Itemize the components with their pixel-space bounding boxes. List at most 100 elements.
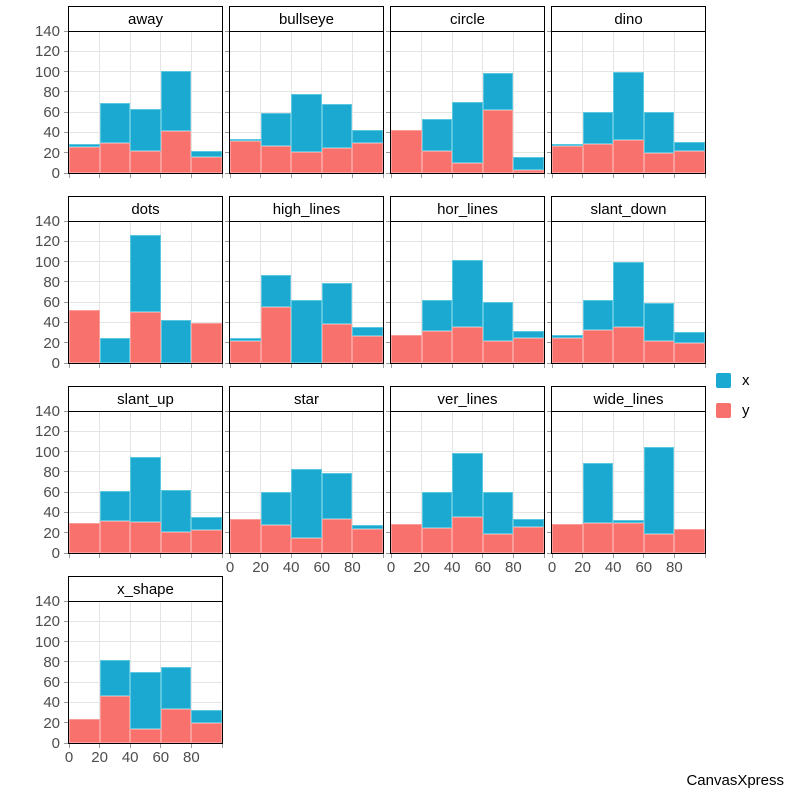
- bar-ver_lines-bin3-y[interactable]: [482, 533, 514, 553]
- bar-slant_down-bin3-y[interactable]: [643, 340, 675, 363]
- bar-dino-bin1-x[interactable]: [582, 112, 614, 144]
- legend-item-y[interactable]: y: [716, 402, 750, 419]
- bar-star-bin1-x[interactable]: [260, 492, 292, 525]
- bar-away-bin2-x[interactable]: [130, 109, 161, 151]
- bar-hor_lines-bin1-y[interactable]: [421, 330, 453, 363]
- bar-dino-bin2-x[interactable]: [613, 71, 644, 140]
- bar-circle-bin3-y[interactable]: [482, 110, 514, 173]
- bar-hor_lines-bin4-y[interactable]: [513, 337, 544, 363]
- bar-slant_down-bin2-x[interactable]: [613, 261, 644, 327]
- bar-wide_lines-bin1-y[interactable]: [582, 522, 614, 553]
- bar-dino-bin4-y[interactable]: [674, 150, 705, 173]
- bar-ver_lines-bin2-x[interactable]: [452, 452, 483, 517]
- bar-bullseye-bin1-x[interactable]: [260, 113, 292, 146]
- bar-slant_down-bin0-y[interactable]: [552, 337, 583, 363]
- bar-hor_lines-bin3-y[interactable]: [482, 340, 514, 363]
- bar-wide_lines-bin0-y[interactable]: [552, 523, 583, 553]
- bar-x_shape-bin1-y[interactable]: [99, 696, 131, 743]
- bar-bullseye-bin3-x[interactable]: [321, 104, 353, 148]
- bar-ver_lines-bin2-y[interactable]: [452, 516, 483, 553]
- bar-dino-bin3-x[interactable]: [643, 112, 675, 153]
- bar-star-bin0-y[interactable]: [230, 518, 261, 553]
- bar-hor_lines-bin4-x[interactable]: [513, 330, 544, 338]
- bar-slant_up-bin3-y[interactable]: [160, 531, 192, 553]
- bar-star-bin3-y[interactable]: [321, 518, 353, 553]
- bar-wide_lines-bin3-x[interactable]: [643, 446, 675, 534]
- bar-circle-bin4-y[interactable]: [513, 169, 544, 173]
- bar-slant_down-bin1-y[interactable]: [582, 329, 614, 363]
- bar-star-bin4-y[interactable]: [352, 528, 383, 553]
- bar-bullseye-bin2-y[interactable]: [291, 151, 322, 173]
- bar-high_lines-bin0-y[interactable]: [230, 340, 261, 363]
- bar-wide_lines-bin4-y[interactable]: [674, 528, 705, 553]
- bar-ver_lines-bin3-x[interactable]: [482, 492, 514, 534]
- bar-bullseye-bin4-y[interactable]: [352, 142, 383, 173]
- bar-circle-bin1-y[interactable]: [421, 150, 453, 173]
- bar-bullseye-bin2-x[interactable]: [291, 93, 322, 152]
- bar-high_lines-bin2-x[interactable]: [291, 300, 322, 363]
- bar-x_shape-bin3-y[interactable]: [160, 708, 192, 743]
- bar-high_lines-bin3-x[interactable]: [321, 282, 353, 325]
- bar-slant_up-bin1-x[interactable]: [99, 491, 131, 521]
- bar-hor_lines-bin3-x[interactable]: [482, 302, 514, 341]
- bar-ver_lines-bin4-x[interactable]: [513, 518, 544, 527]
- bar-star-bin1-y[interactable]: [260, 524, 292, 553]
- bar-hor_lines-bin2-x[interactable]: [452, 259, 483, 327]
- bar-circle-bin3-x[interactable]: [482, 72, 514, 111]
- bar-hor_lines-bin0-y[interactable]: [391, 334, 422, 363]
- bar-slant_up-bin2-x[interactable]: [130, 456, 161, 522]
- bar-star-bin4-x[interactable]: [352, 524, 383, 529]
- bar-star-bin2-y[interactable]: [291, 537, 322, 553]
- bar-high_lines-bin4-x[interactable]: [352, 326, 383, 336]
- bar-slant_up-bin1-y[interactable]: [99, 520, 131, 553]
- bar-dino-bin4-x[interactable]: [674, 141, 705, 151]
- bar-dino-bin0-y[interactable]: [552, 145, 583, 173]
- bar-x_shape-bin0-y[interactable]: [69, 718, 100, 743]
- bar-away-bin4-y[interactable]: [191, 156, 222, 173]
- bar-high_lines-bin1-y[interactable]: [260, 307, 292, 363]
- bar-ver_lines-bin1-y[interactable]: [421, 527, 453, 553]
- bar-slant_up-bin2-y[interactable]: [130, 521, 161, 553]
- bar-slant_down-bin2-y[interactable]: [613, 326, 644, 363]
- bar-circle-bin2-x[interactable]: [452, 102, 483, 163]
- bar-slant_up-bin4-x[interactable]: [191, 516, 222, 530]
- bar-away-bin3-x[interactable]: [160, 70, 192, 132]
- bar-away-bin1-y[interactable]: [99, 142, 131, 173]
- bar-x_shape-bin2-x[interactable]: [130, 672, 161, 729]
- bar-circle-bin2-y[interactable]: [452, 162, 483, 173]
- bar-dino-bin3-y[interactable]: [643, 152, 675, 173]
- bar-high_lines-bin1-x[interactable]: [260, 274, 292, 308]
- bar-away-bin3-y[interactable]: [160, 131, 192, 173]
- bar-circle-bin1-x[interactable]: [421, 119, 453, 151]
- bar-hor_lines-bin2-y[interactable]: [452, 326, 483, 363]
- bar-high_lines-bin3-y[interactable]: [321, 324, 353, 363]
- bar-away-bin4-x[interactable]: [191, 150, 222, 157]
- bar-dots-bin2-x[interactable]: [130, 235, 161, 313]
- legend-item-x[interactable]: x: [716, 372, 750, 389]
- bar-dots-bin4-y[interactable]: [191, 323, 222, 363]
- bar-away-bin1-x[interactable]: [99, 103, 131, 143]
- bar-bullseye-bin4-x[interactable]: [352, 130, 383, 143]
- bar-ver_lines-bin0-y[interactable]: [391, 523, 422, 553]
- bar-wide_lines-bin2-y[interactable]: [613, 522, 644, 553]
- bar-circle-bin4-x[interactable]: [513, 156, 544, 170]
- bar-wide_lines-bin1-x[interactable]: [582, 462, 614, 523]
- bar-slant_down-bin3-x[interactable]: [643, 303, 675, 341]
- bar-x_shape-bin3-x[interactable]: [160, 666, 192, 709]
- bar-ver_lines-bin1-x[interactable]: [421, 492, 453, 528]
- bar-dots-bin1-x[interactable]: [99, 337, 131, 363]
- bar-star-bin2-x[interactable]: [291, 468, 322, 538]
- bar-slant_up-bin4-y[interactable]: [191, 529, 222, 553]
- legend-swatch-x-icon[interactable]: [716, 373, 731, 388]
- bar-star-bin3-x[interactable]: [321, 472, 353, 519]
- bar-circle-bin0-y[interactable]: [391, 130, 422, 173]
- bar-away-bin2-y[interactable]: [130, 150, 161, 173]
- bar-bullseye-bin1-y[interactable]: [260, 145, 292, 173]
- legend-swatch-y-icon[interactable]: [716, 403, 731, 418]
- bar-bullseye-bin0-y[interactable]: [230, 140, 261, 173]
- bar-slant_up-bin0-y[interactable]: [69, 522, 100, 553]
- bar-x_shape-bin4-y[interactable]: [191, 722, 222, 743]
- bar-away-bin0-y[interactable]: [69, 146, 100, 173]
- bar-dino-bin1-y[interactable]: [582, 143, 614, 173]
- bar-away-bin0-x[interactable]: [69, 143, 100, 147]
